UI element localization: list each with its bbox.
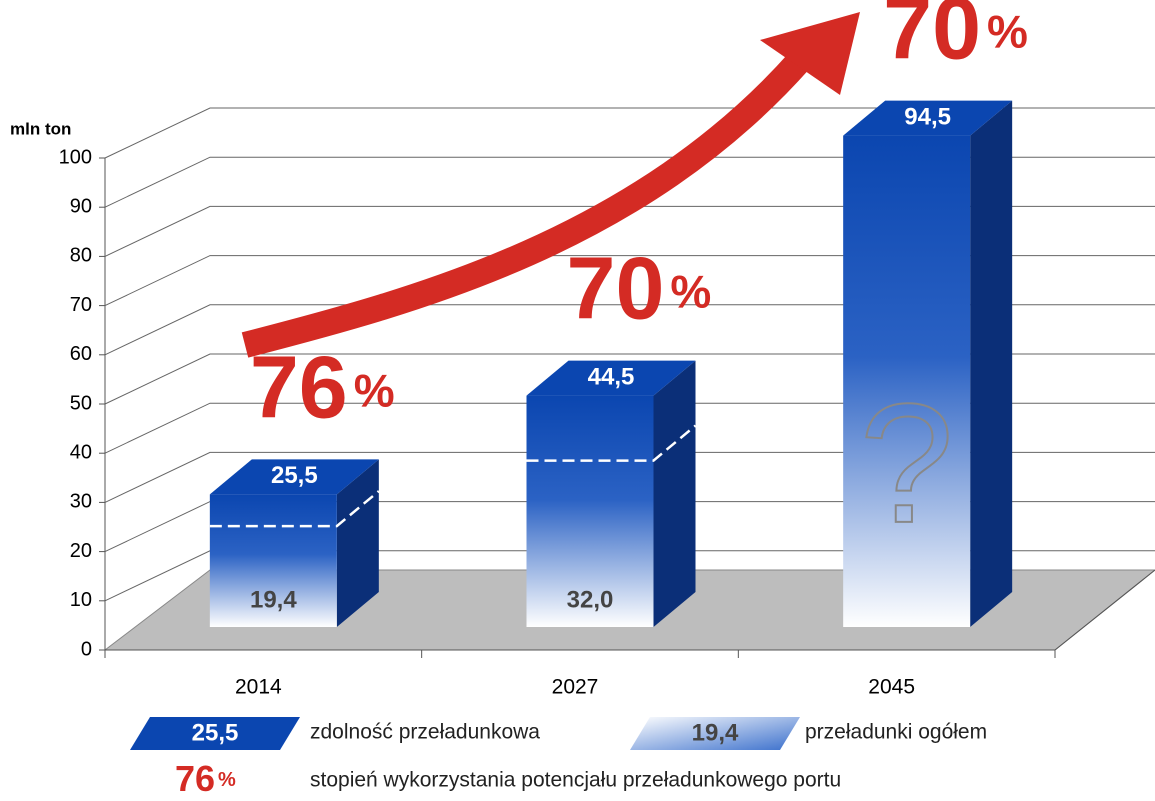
handling-label: 32,0 [567,586,614,613]
x-tick-label: 2014 [235,676,282,699]
legend-utilization-unit: % [218,769,236,791]
y-tick-label: 100 [59,146,92,168]
legend-utilization-value: 76 [175,758,215,799]
legend-sample: 76% [175,758,236,799]
utilization-label: 76% [250,338,395,437]
legend-sample: 25,5 [192,719,239,746]
bar-value-label: 44,5 [588,363,635,390]
grid-line [104,353,1155,405]
question-mark: ? [859,369,954,559]
utilization-unit: % [987,6,1028,58]
y-tick-label: 60 [70,343,92,365]
utilization-label: 70% [883,0,1028,78]
y-tick-label: 20 [70,540,92,562]
bar [209,494,337,627]
trend-arrow [241,51,810,358]
legend-sample: 19,4 [692,719,739,746]
grid-line [104,205,1155,257]
utilization-label: 70% [567,239,712,338]
bar-side [653,360,696,627]
grid-line [104,402,1155,454]
bar-value-label: 25,5 [271,462,318,489]
y-tick-label: 10 [70,589,92,611]
grid-line [104,451,1155,503]
y-tick-label: 80 [70,245,92,267]
y-tick-label: 0 [81,638,92,660]
x-axis-end [1054,569,1155,651]
legend-swatch [630,717,800,750]
legend-label: stopień wykorzystania potencjału przeład… [310,769,841,792]
x-tick-label: 2027 [552,676,599,699]
handling-label: 19,4 [250,586,297,613]
bar-top [209,459,379,495]
y-axis-label: mln ton [10,119,71,138]
bar-side [970,100,1013,628]
trend-arrow-head [760,12,860,95]
y-tick-label: 70 [70,294,92,316]
utilization-value: 76 [250,338,348,437]
grid-line [104,156,1155,208]
bar [843,135,971,627]
bar [526,395,654,627]
y-tick-label: 90 [70,195,92,217]
grid-line [104,107,1155,159]
bar-top [526,360,696,396]
bar-value-label: 94,5 [904,103,951,130]
grid-line [104,255,1155,307]
handling-line [526,424,697,462]
legend-swatch [130,717,300,750]
handling-line [209,490,380,528]
x-tick-label: 2045 [868,676,915,699]
utilization-value: 70 [883,0,981,78]
utilization-unit: % [354,365,395,417]
grid-line [104,304,1155,356]
bar-top [843,100,1013,136]
y-tick-label: 30 [70,491,92,513]
y-tick-label: 50 [70,392,92,414]
legend-label: przeładunki ogółem [805,721,987,744]
utilization-unit: % [670,266,711,318]
y-tick-label: 40 [70,441,92,463]
utilization-value: 70 [567,239,665,338]
legend-label: zdolność przeładunkowa [310,721,540,744]
